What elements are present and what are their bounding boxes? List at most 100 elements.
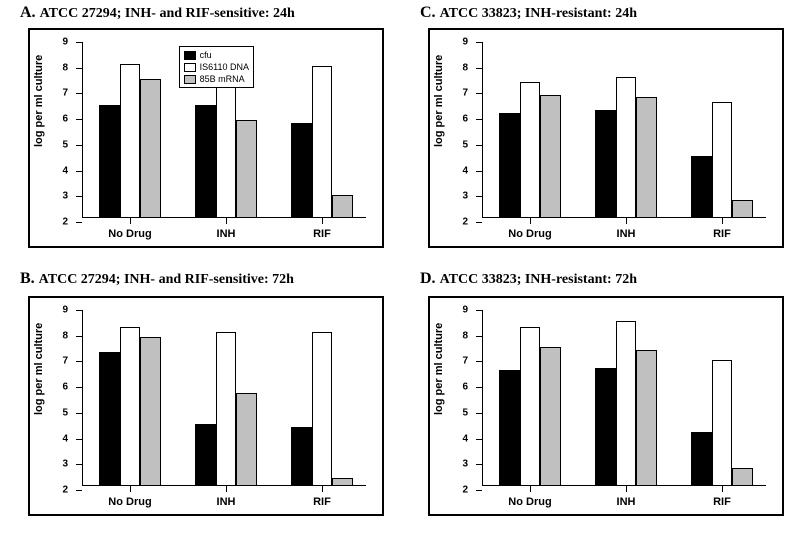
legend-row: cfu xyxy=(184,49,249,61)
y-ticks-d: 23456789 xyxy=(430,310,482,486)
panel-a-subtitle: ATCC 27294; INH- and RIF-sensitive: 24h xyxy=(40,6,295,21)
panel-b-subtitle: ATCC 27294; INH- and RIF-sensitive: 72h xyxy=(39,272,294,287)
bar-m85b xyxy=(636,97,656,218)
bar-m85b xyxy=(140,337,160,486)
category-tick xyxy=(226,486,227,492)
y-tick-label: 3 xyxy=(462,191,468,202)
bar-group: RIF xyxy=(283,310,362,486)
category-tick xyxy=(626,486,627,492)
chart-b: log per ml culture 23456789 No DrugINHRI… xyxy=(28,296,384,516)
bar-is6110 xyxy=(312,66,332,218)
y-tick-mark xyxy=(476,222,482,223)
y-tick-label: 2 xyxy=(62,217,68,228)
y-ticks-c: 23456789 xyxy=(430,42,482,218)
bar-group: INH xyxy=(187,310,266,486)
bar-m85b xyxy=(236,120,256,218)
y-tick-label: 9 xyxy=(462,305,468,316)
y-tick-label: 9 xyxy=(462,37,468,48)
y-tick-label: 5 xyxy=(62,407,68,418)
panel-d-letter: D. xyxy=(420,270,436,287)
bar-cfu xyxy=(691,156,711,218)
category-tick xyxy=(322,218,323,224)
category-tick xyxy=(722,218,723,224)
legend-label: IS6110 DNA xyxy=(200,61,249,73)
category-tick xyxy=(530,486,531,492)
panel-a-title: A. ATCC 27294; INH- and RIF-sensitive: 2… xyxy=(20,4,295,22)
category-label: RIF xyxy=(313,228,331,240)
legend-swatch-m85b xyxy=(184,75,196,84)
bar-cfu xyxy=(195,105,215,218)
chart-c: log per ml culture 23456789 No DrugINHRI… xyxy=(428,28,784,248)
y-tick-label: 6 xyxy=(462,114,468,125)
y-tick-label: 7 xyxy=(62,88,68,99)
panel-c-subtitle: ATCC 33823; INH-resistant: 24h xyxy=(440,6,637,21)
category-tick xyxy=(130,486,131,492)
category-label: INH xyxy=(217,228,236,240)
bars-d: No DrugINHRIF xyxy=(482,310,766,486)
bar-m85b xyxy=(236,393,256,486)
bar-m85b xyxy=(140,79,160,218)
bar-m85b xyxy=(732,200,752,218)
category-label: No Drug xyxy=(508,496,551,508)
bar-is6110 xyxy=(120,64,140,218)
bar-cfu xyxy=(99,105,119,218)
category-label: INH xyxy=(617,496,636,508)
y-tick-label: 7 xyxy=(62,356,68,367)
bar-is6110 xyxy=(712,360,732,486)
category-tick xyxy=(130,218,131,224)
bar-m85b xyxy=(636,350,656,486)
bar-is6110 xyxy=(520,82,540,218)
bar-m85b xyxy=(540,95,560,218)
y-tick-label: 8 xyxy=(62,330,68,341)
bar-is6110 xyxy=(616,77,636,218)
y-tick-label: 3 xyxy=(462,459,468,470)
chart-d: log per ml culture 23456789 No DrugINHRI… xyxy=(428,296,784,516)
plot-area-c: No DrugINHRIF xyxy=(482,42,766,218)
legend-label: cfu xyxy=(200,49,212,61)
y-tick-label: 5 xyxy=(462,407,468,418)
panel-d-title: D. ATCC 33823; INH-resistant: 72h xyxy=(420,270,637,288)
y-tick-mark xyxy=(76,222,82,223)
plot-area-d: No DrugINHRIF xyxy=(482,310,766,486)
y-tick-label: 2 xyxy=(462,217,468,228)
category-label: INH xyxy=(217,496,236,508)
y-tick-label: 5 xyxy=(462,139,468,150)
category-label: RIF xyxy=(313,496,331,508)
y-tick-label: 4 xyxy=(462,433,468,444)
y-tick-label: 7 xyxy=(462,356,468,367)
legend-swatch-cfu xyxy=(184,51,196,60)
bar-cfu xyxy=(595,110,615,218)
category-label: RIF xyxy=(713,496,731,508)
bar-cfu xyxy=(595,368,615,486)
bar-cfu xyxy=(195,424,215,486)
category-label: No Drug xyxy=(508,228,551,240)
y-tick-label: 4 xyxy=(462,165,468,176)
bar-cfu xyxy=(691,432,711,486)
panel-c-letter: C. xyxy=(420,4,436,21)
bar-is6110 xyxy=(216,332,236,486)
y-tick-mark xyxy=(476,490,482,491)
panel-a-letter: A. xyxy=(20,4,36,21)
bar-group: RIF xyxy=(683,42,762,218)
bar-m85b xyxy=(332,195,352,218)
bar-group: RIF xyxy=(683,310,762,486)
legend-row: IS6110 DNA xyxy=(184,61,249,73)
y-tick-label: 3 xyxy=(62,191,68,202)
y-tick-label: 8 xyxy=(462,62,468,73)
y-tick-label: 4 xyxy=(62,165,68,176)
y-tick-label: 8 xyxy=(62,62,68,73)
bar-cfu xyxy=(499,370,519,486)
y-tick-label: 8 xyxy=(462,330,468,341)
bar-group: RIF xyxy=(283,42,362,218)
panel-b-title: B. ATCC 27294; INH- and RIF-sensitive: 7… xyxy=(20,270,294,288)
category-tick xyxy=(530,218,531,224)
y-tick-label: 6 xyxy=(462,382,468,393)
category-label: No Drug xyxy=(108,496,151,508)
bar-cfu xyxy=(499,113,519,218)
y-tick-label: 2 xyxy=(462,485,468,496)
plot-area-a: No DrugINHRIF cfuIS6110 DNA85B mRNA xyxy=(82,42,366,218)
bars-c: No DrugINHRIF xyxy=(482,42,766,218)
plot-area-b: No DrugINHRIF xyxy=(82,310,366,486)
panel-b-letter: B. xyxy=(20,270,35,287)
category-tick xyxy=(322,486,323,492)
